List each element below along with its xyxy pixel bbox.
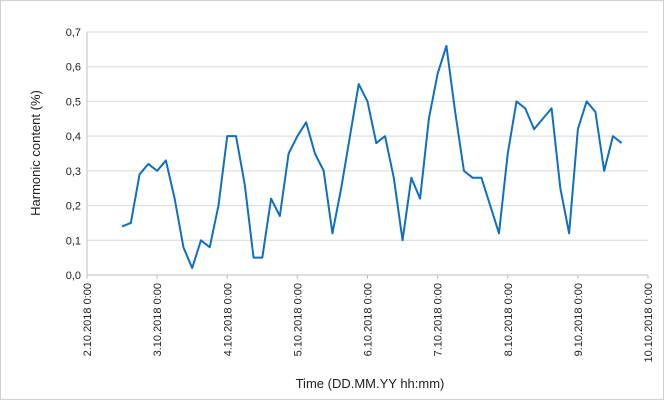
- y-tick-label: 0,1: [66, 235, 81, 247]
- y-axis-label: Harmonic content (%): [28, 90, 43, 216]
- data-line: [121, 44, 623, 270]
- x-tick-label: 2.10.2018 0:00: [82, 283, 94, 356]
- y-tick-label: 0,4: [66, 131, 81, 143]
- y-tick-label: 0,2: [66, 201, 81, 213]
- x-tick-label: 3.10.2018 0:00: [152, 283, 164, 356]
- x-tick-label: 8.10.2018 0:00: [503, 283, 515, 356]
- y-tick-label: 0,0: [66, 270, 81, 282]
- x-axis-label: Time (DD.MM.YY hh:mm): [296, 376, 445, 391]
- x-tick-label: 7.10.2018 0:00: [433, 283, 445, 356]
- x-tick-label: 4.10.2018 0:00: [222, 283, 234, 356]
- y-tick-label: 0,5: [66, 96, 81, 108]
- x-tick-label: 6.10.2018 0:00: [363, 283, 375, 356]
- y-tick-label: 0,6: [66, 62, 81, 74]
- y-tick-label: 0,7: [66, 27, 81, 39]
- x-tick-label: 5.10.2018 0:00: [292, 283, 304, 356]
- y-tick-label: 0,3: [66, 166, 81, 178]
- x-tick-label: 10.10.2018 0:00: [643, 283, 655, 363]
- x-tick-label: 9.10.2018 0:00: [573, 283, 585, 356]
